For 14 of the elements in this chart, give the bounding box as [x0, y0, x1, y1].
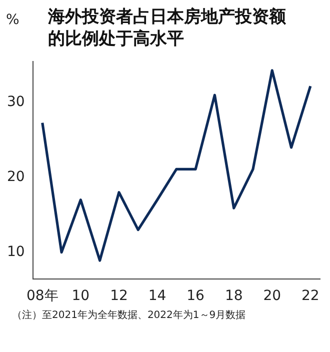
x-tick-label: 18 [224, 288, 243, 304]
chart-title: 海外投资者占日本房地产投资额的比例处于高水平 [48, 6, 287, 50]
x-tick-label: 10 [72, 288, 90, 304]
x-tick-label: 08年 [26, 288, 58, 304]
y-tick-label: 10 [6, 244, 25, 260]
x-tick-label: 22 [302, 288, 320, 304]
y-tick-label: 30 [6, 94, 25, 110]
y-axis-title: % [6, 12, 20, 28]
x-tick-label: 16 [186, 288, 205, 304]
text: （注）至2021年为全年数据、2022年为1～9月数据 [12, 308, 247, 322]
x-tick-label: 20 [263, 288, 282, 304]
x-tick-label: 14 [148, 288, 166, 304]
y-tick-label: 20 [6, 169, 25, 186]
x-tick-label: 12 [110, 288, 128, 304]
